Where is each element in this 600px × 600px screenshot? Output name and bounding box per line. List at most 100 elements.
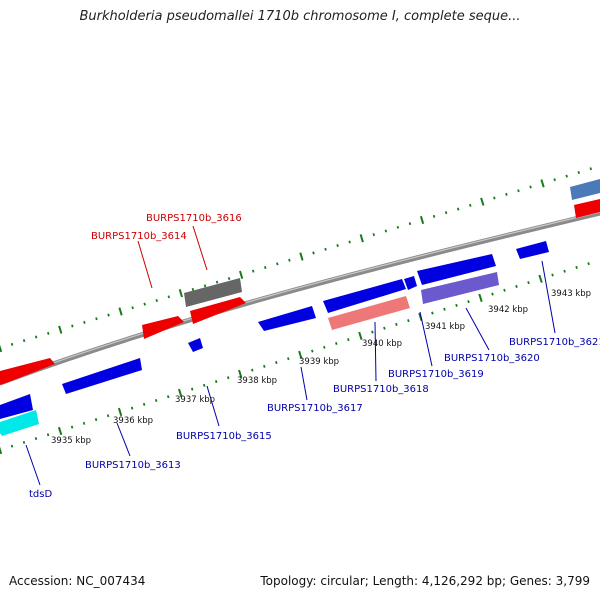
minor-tick (348, 240, 351, 244)
minor-tick (371, 330, 374, 334)
minor-tick (505, 192, 508, 196)
minor-tick (372, 233, 376, 237)
gene-feature-reverse[interactable] (188, 338, 203, 352)
kbp-label: 3935 kbp (51, 436, 91, 446)
gene-label-tdsd[interactable]: tdsD (29, 489, 52, 500)
minor-tick (515, 284, 518, 288)
minor-tick (323, 345, 326, 349)
minor-tick (83, 320, 86, 324)
gene-feature-reverse[interactable] (516, 241, 549, 259)
minor-tick (264, 266, 267, 270)
minor-tick (215, 280, 219, 284)
gene-feature-forward[interactable] (574, 199, 600, 218)
major-tick (480, 197, 485, 206)
minor-tick (275, 361, 278, 365)
major-tick (359, 234, 364, 243)
minor-tick (443, 307, 446, 311)
minor-tick (324, 247, 327, 251)
minor-tick (94, 418, 98, 422)
gene-feature-forward[interactable] (0, 358, 55, 385)
major-tick (178, 388, 183, 398)
minor-tick (143, 302, 146, 306)
minor-tick (47, 331, 50, 335)
gene-label-burps1710b-3614[interactable]: BURPS1710b_3614 (91, 231, 187, 242)
major-tick (117, 407, 123, 417)
major-tick (238, 369, 243, 379)
kbp-label: 3938 kbp (237, 376, 277, 386)
chromosome-backbone (0, 210, 600, 386)
gene-label-burps1710b-3613[interactable]: BURPS1710b_3613 (85, 460, 181, 471)
minor-tick (395, 322, 398, 326)
label-connector (192, 225, 208, 271)
minor-tick (335, 342, 338, 345)
label-connector (465, 307, 490, 351)
gene-feature-pink[interactable] (328, 296, 410, 330)
major-tick (0, 446, 3, 455)
gene-label-burps1710b-3621[interactable]: BURPS1710b_3621 (509, 337, 600, 348)
tick-track-outer (0, 167, 593, 353)
minor-tick (565, 174, 568, 178)
major-tick (178, 289, 183, 298)
gene-feature-purple[interactable] (421, 272, 499, 304)
minor-tick (22, 339, 26, 343)
minor-tick (444, 211, 448, 215)
label-connector (300, 366, 308, 401)
minor-tick (288, 258, 291, 262)
minor-tick (456, 207, 460, 211)
minor-tick (166, 395, 170, 399)
gene-feature-cyan[interactable] (0, 410, 39, 436)
minor-tick (347, 338, 350, 342)
gene-feature-reverse[interactable] (404, 276, 417, 290)
accession-text: Accession: NC_007434 (9, 574, 146, 588)
minor-tick (408, 222, 412, 226)
minor-tick (251, 368, 254, 372)
major-tick (299, 252, 304, 261)
minor-tick (95, 317, 98, 321)
minor-tick (154, 399, 158, 403)
minor-tick (551, 273, 554, 277)
minor-tick (46, 433, 50, 437)
minor-tick (431, 311, 434, 315)
gene-feature-reverse[interactable] (417, 254, 496, 285)
label-connector (419, 311, 433, 367)
kbp-label: 3941 kbp (425, 322, 465, 332)
gene-label-burps1710b-3617[interactable]: BURPS1710b_3617 (267, 403, 363, 414)
gene-feature-reverse[interactable] (0, 394, 33, 419)
kbp-label: 3943 kbp (551, 289, 591, 299)
minor-tick (467, 300, 470, 304)
gene-feature-reverse[interactable] (62, 358, 142, 394)
major-tick (0, 344, 3, 353)
kbp-label: 3939 kbp (299, 357, 339, 367)
minor-tick (276, 262, 279, 266)
minor-tick (10, 342, 14, 346)
minor-tick (384, 229, 388, 233)
minor-tick (71, 324, 74, 328)
minor-tick (214, 380, 218, 384)
gene-label-burps1710b-3616[interactable]: BURPS1710b_3616 (146, 213, 242, 224)
minor-tick (589, 167, 593, 171)
gene-feature-reverse[interactable] (323, 279, 406, 313)
gene-feature-gray[interactable] (184, 278, 242, 307)
minor-tick (82, 421, 86, 425)
minor-tick (469, 203, 472, 207)
minor-tick (130, 406, 134, 410)
gene-feature-reverse[interactable] (258, 306, 316, 331)
major-tick (298, 350, 303, 360)
gene-feature-forward[interactable] (142, 316, 184, 339)
minor-tick (227, 277, 231, 281)
major-tick (540, 179, 545, 188)
major-tick (538, 274, 543, 283)
minor-tick (529, 185, 532, 189)
kbp-label: 3940 kbp (362, 339, 402, 349)
minor-tick (553, 178, 556, 182)
gene-label-burps1710b-3618[interactable]: BURPS1710b_3618 (333, 384, 429, 395)
gene-feature-forward[interactable] (190, 297, 246, 324)
kbp-label: 3937 kbp (175, 395, 215, 405)
gene-label-burps1710b-3619[interactable]: BURPS1710b_3619 (388, 369, 484, 380)
major-tick (57, 426, 63, 436)
label-connector (25, 444, 41, 486)
gene-feature-steel[interactable] (570, 179, 600, 200)
gene-label-burps1710b-3615[interactable]: BURPS1710b_3615 (176, 431, 272, 442)
gene-label-burps1710b-3620[interactable]: BURPS1710b_3620 (444, 353, 540, 364)
